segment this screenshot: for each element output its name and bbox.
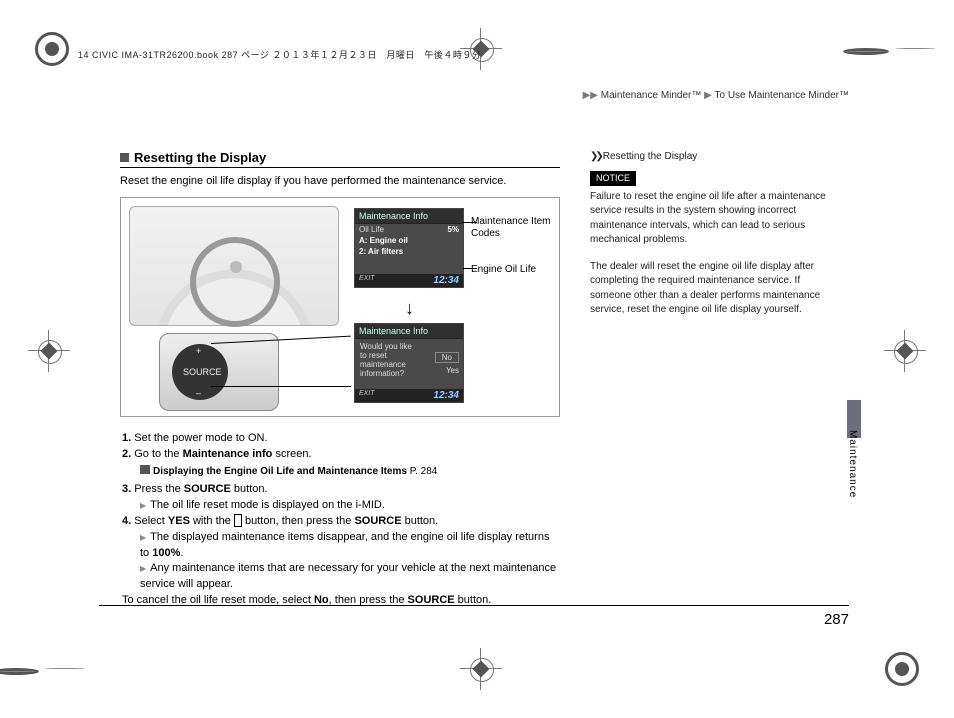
steps-list: 1. Set the power mode to ON. 2. Go to th… [120, 431, 560, 609]
down-arrow-icon: ↓ [405, 298, 414, 319]
section-title-text: Resetting the Display [134, 150, 266, 165]
step-1: 1. Set the power mode to ON. [122, 431, 560, 447]
callout-item-codes: Maintenance Item Codes [471, 216, 553, 240]
chevron-right-icon: ❯❯ [590, 151, 601, 162]
panel-row-b: 2: Air filters [355, 246, 463, 257]
crop-mark-icon [35, 652, 69, 686]
crop-mark-icon [885, 32, 919, 66]
minus-icon: – [196, 388, 201, 398]
panel-prompt: Would you like to reset maintenance info… [355, 339, 425, 381]
panel-row-a: A: Engine oil [355, 235, 463, 246]
crop-mark-icon [885, 652, 919, 686]
chevron-right-icon: ▶ [704, 90, 712, 101]
breadcrumb-a: Maintenance Minder™ [601, 90, 702, 101]
side-heading: ❯❯Resetting the Display [590, 150, 840, 165]
breadcrumb: ▶▶ Maintenance Minder™ ▶ To Use Maintena… [583, 90, 849, 101]
side-column: ❯❯Resetting the Display NOTICE Failure t… [590, 150, 840, 330]
notice-badge: NOTICE [590, 171, 636, 186]
cross-reference: Displaying the Engine Oil Life and Maint… [122, 465, 560, 480]
registration-mark-icon [470, 658, 492, 680]
imid-panel-maintenance-info: Maintenance Info Oil Life5% A: Engine oi… [354, 208, 464, 288]
step-3-sub: The oil life reset mode is displayed on … [122, 498, 560, 514]
step-2: 2. Go to the Maintenance info screen. [122, 447, 560, 463]
step-4: 4. Select YES with the – button, then pr… [122, 514, 560, 530]
panel-title: Maintenance Info [355, 209, 463, 224]
step-4-sub-a: The displayed maintenance items disappea… [122, 530, 560, 562]
print-header-meta: 14 CIVIC IMA-31TR26200.book 287 ページ ２０１３… [78, 48, 481, 61]
book-ref-icon [140, 465, 150, 474]
dashboard-illustration [129, 206, 339, 326]
step-4-sub-b: Any maintenance items that are necessary… [122, 561, 560, 593]
registration-mark-icon [894, 340, 916, 362]
figure: + – SOURCE SOURCE Button – Button Mainte… [120, 197, 560, 417]
steering-wheel-icon [190, 237, 280, 327]
main-column: Resetting the Display Reset the engine o… [120, 150, 560, 609]
page-number: 287 [824, 611, 849, 628]
crop-mark-icon [35, 32, 69, 66]
footer-rule [99, 605, 849, 606]
section-title: Resetting the Display [120, 150, 560, 168]
side-paragraph: The dealer will reset the engine oil lif… [590, 260, 840, 318]
chapter-label: Maintenance [847, 430, 858, 498]
step-3: 3. Press the SOURCE button. [122, 482, 560, 498]
panel-option-yes: Yes [446, 366, 459, 375]
notice-paragraph: Failure to reset the engine oil life aft… [590, 190, 840, 248]
cancel-note: To cancel the oil life reset mode, selec… [122, 593, 560, 609]
panel-footer: EXIT12:34 [355, 274, 463, 287]
panel-option-no: No [435, 352, 459, 363]
square-bullet-icon [120, 153, 129, 162]
panel-row-oil: Oil Life5% [355, 224, 463, 235]
plus-icon: + [196, 346, 201, 356]
minus-key-icon: – [234, 514, 242, 527]
registration-mark-icon [38, 340, 60, 362]
dpad-icon: + – SOURCE [172, 344, 228, 400]
steering-control-inset: + – SOURCE [159, 333, 279, 411]
panel-footer: EXIT12:34 [355, 389, 463, 402]
callout-oil-life: Engine Oil Life [471, 264, 553, 276]
chevron-right-icon: ▶▶ [583, 90, 598, 101]
section-intro: Reset the engine oil life display if you… [120, 174, 560, 189]
leader-line [211, 386, 351, 387]
panel-title: Maintenance Info [355, 324, 463, 339]
imid-panel-reset-confirm: Maintenance Info Would you like to reset… [354, 323, 464, 403]
source-label: SOURCE [183, 367, 222, 377]
breadcrumb-b: To Use Maintenance Minder™ [714, 90, 849, 101]
